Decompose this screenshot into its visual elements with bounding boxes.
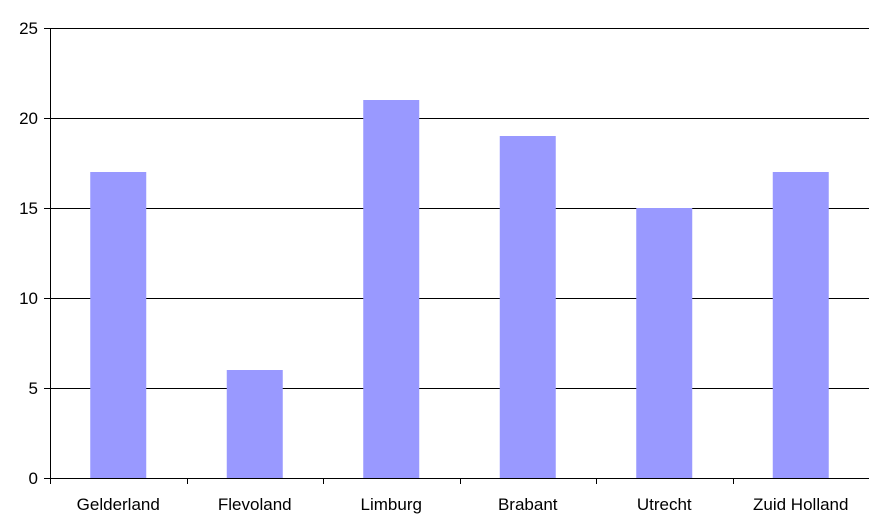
y-tick-label: 25 xyxy=(19,19,38,38)
x-category-label: Zuid Holland xyxy=(753,495,848,514)
bar-zuid-holland xyxy=(772,172,829,478)
x-category-label: Limburg xyxy=(361,495,422,514)
y-tick-label: 10 xyxy=(19,289,38,308)
x-category-label: Flevoland xyxy=(218,495,292,514)
bar-gelderland xyxy=(90,172,147,478)
x-category-label: Gelderland xyxy=(77,495,160,514)
y-tick-label: 0 xyxy=(29,469,38,488)
x-category-label: Utrecht xyxy=(637,495,692,514)
bar-flevoland xyxy=(226,370,283,478)
gridlines xyxy=(44,28,869,479)
y-axis-labels: 0 5 10 15 20 25 xyxy=(19,19,38,488)
x-axis-labels: Gelderland Flevoland Limburg Brabant Utrecht… xyxy=(77,495,849,514)
y-tick-label: 5 xyxy=(29,379,38,398)
bar-limburg xyxy=(363,100,420,478)
bar-brabant xyxy=(499,136,556,478)
y-tick-label: 15 xyxy=(19,199,38,218)
axes xyxy=(50,28,869,484)
bar-utrecht xyxy=(636,208,693,478)
bars xyxy=(90,100,829,478)
y-tick-label: 20 xyxy=(19,109,38,128)
x-category-label: Brabant xyxy=(498,495,558,514)
